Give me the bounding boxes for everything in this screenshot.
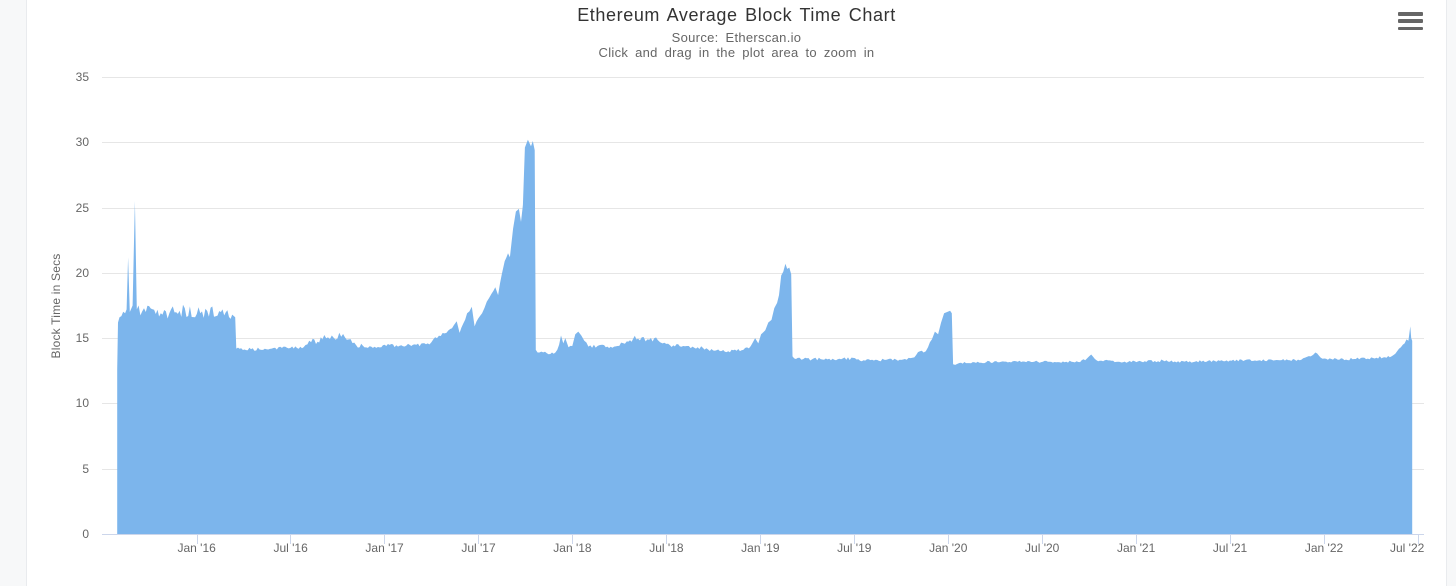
x-axis-label: Jul '18	[649, 541, 684, 555]
chart-subtitle-source: Source: Etherscan.io	[671, 30, 802, 45]
x-axis-label: Jul '20	[1025, 541, 1060, 555]
x-axis-label: Jan '18	[553, 541, 592, 555]
y-axis-label: 5	[82, 461, 89, 476]
y-axis-label: 10	[75, 396, 89, 411]
page-left-gutter	[0, 0, 27, 586]
x-axis-label: Jul '16	[273, 541, 308, 555]
hamburger-icon	[1398, 26, 1423, 30]
x-axis-label: Jul '17	[461, 541, 496, 555]
y-axis-label: 35	[75, 70, 89, 84]
page-right-gutter	[1446, 0, 1456, 586]
chart-title: Ethereum Average Block Time Chart	[577, 5, 896, 25]
x-axis-label: Jul '19	[837, 541, 872, 555]
y-axis-label: 25	[75, 200, 89, 215]
y-axis-label: 0	[82, 527, 89, 541]
y-axis-label: 20	[75, 265, 89, 280]
block-time-area-series[interactable]	[117, 139, 1413, 534]
x-axis-label: Jul '21	[1212, 541, 1248, 555]
x-axis-label: Jul '22	[1390, 541, 1425, 555]
hamburger-icon	[1398, 12, 1423, 16]
chart-subtitle-zoom-hint: Click and drag in the plot area to zoom …	[598, 45, 875, 60]
y-axis-label: 30	[75, 135, 89, 150]
x-axis-label: Jan '21	[1116, 541, 1156, 555]
chart-context-menu-button[interactable]	[1396, 10, 1425, 32]
hamburger-icon	[1398, 19, 1423, 23]
x-axis-label: Jan '20	[929, 541, 968, 555]
x-axis-label: Jan '17	[365, 541, 404, 555]
x-axis-label: Jan '16	[177, 541, 216, 555]
x-axis-label: Jan '19	[741, 541, 780, 555]
x-axis-label: Jan '22	[1304, 541, 1344, 555]
y-axis-label: 15	[75, 331, 89, 346]
